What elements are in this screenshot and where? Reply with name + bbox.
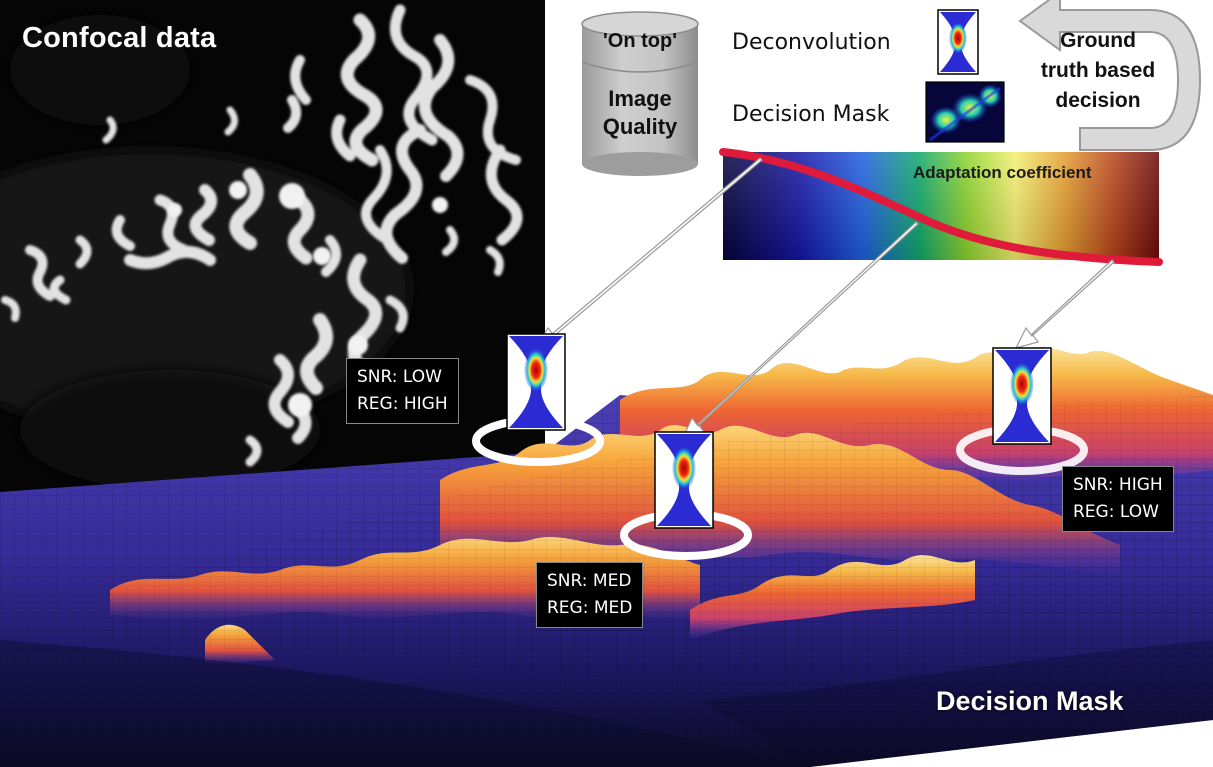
mapping-arrows bbox=[534, 157, 1115, 442]
psf-icon-low-snr bbox=[506, 333, 566, 431]
snr-value: SNR: MED bbox=[547, 571, 632, 591]
image-quality-cylinder bbox=[581, 11, 699, 176]
ground-truth-feedback-arrow bbox=[1018, 0, 1202, 151]
image-quality-label-line1: Image bbox=[608, 86, 672, 111]
ground-truth-line2: truth based bbox=[1040, 59, 1156, 82]
reg-value: REG: LOW bbox=[1073, 502, 1159, 522]
deconvolution-psf-icon bbox=[937, 9, 979, 75]
annotation-low-snr: SNR: LOW REG: HIGH bbox=[346, 358, 459, 424]
image-quality-label-line2: Quality bbox=[602, 114, 678, 139]
on-top-label: 'On top' bbox=[603, 30, 677, 52]
reg-value: REG: HIGH bbox=[357, 394, 448, 414]
snr-value: SNR: HIGH bbox=[1073, 475, 1163, 495]
ground-truth-text: Ground truth based decision bbox=[1038, 26, 1158, 116]
decision-mask-thumbnail-icon bbox=[925, 81, 1005, 143]
annotation-high-snr: SNR: HIGH REG: LOW bbox=[1062, 466, 1174, 532]
decision-mask-title: Decision Mask bbox=[936, 686, 1124, 716]
annotation-med-snr: SNR: MED REG: MED bbox=[536, 562, 644, 628]
adaptation-curve bbox=[719, 148, 1163, 266]
snr-value: SNR: LOW bbox=[357, 367, 442, 387]
adaptation-coefficient-label: Adaptation coefficient bbox=[913, 163, 1092, 182]
ground-truth-line3: decision bbox=[1055, 89, 1141, 112]
psf-icon-high-snr bbox=[992, 347, 1052, 445]
deconvolution-label: Deconvolution bbox=[732, 30, 891, 55]
decision-mask-legend-label: Decision Mask bbox=[732, 102, 890, 127]
reg-value: REG: MED bbox=[547, 598, 633, 618]
confocal-image bbox=[0, 0, 545, 492]
psf-icon-med-snr bbox=[654, 431, 714, 529]
ground-truth-line1: Ground bbox=[1060, 29, 1136, 52]
confocal-data-title: Confocal data bbox=[22, 22, 217, 54]
